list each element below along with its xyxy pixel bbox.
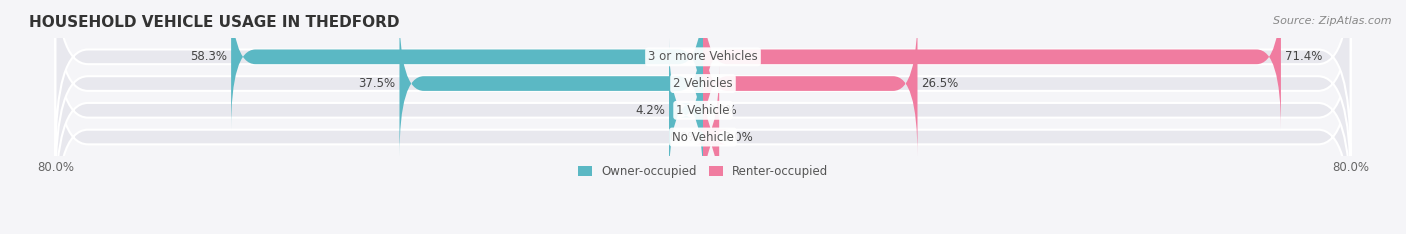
Text: 0.0%: 0.0%: [669, 131, 699, 143]
Text: 2.0%: 2.0%: [723, 131, 754, 143]
FancyBboxPatch shape: [231, 0, 703, 130]
FancyBboxPatch shape: [703, 11, 918, 156]
Text: 3 or more Vehicles: 3 or more Vehicles: [648, 50, 758, 63]
Text: 58.3%: 58.3%: [190, 50, 226, 63]
FancyBboxPatch shape: [55, 11, 1351, 210]
FancyBboxPatch shape: [695, 64, 727, 210]
FancyBboxPatch shape: [399, 11, 703, 156]
FancyBboxPatch shape: [55, 0, 1351, 183]
FancyBboxPatch shape: [55, 0, 1351, 156]
Text: HOUSEHOLD VEHICLE USAGE IN THEDFORD: HOUSEHOLD VEHICLE USAGE IN THEDFORD: [28, 15, 399, 30]
Text: Source: ZipAtlas.com: Source: ZipAtlas.com: [1274, 16, 1392, 26]
FancyBboxPatch shape: [55, 37, 1351, 234]
Text: 0.0%: 0.0%: [707, 104, 737, 117]
Text: 1 Vehicle: 1 Vehicle: [676, 104, 730, 117]
Text: 4.2%: 4.2%: [636, 104, 665, 117]
Text: 71.4%: 71.4%: [1285, 50, 1322, 63]
FancyBboxPatch shape: [703, 0, 1281, 130]
Text: 2 Vehicles: 2 Vehicles: [673, 77, 733, 90]
Text: No Vehicle: No Vehicle: [672, 131, 734, 143]
Text: 26.5%: 26.5%: [921, 77, 959, 90]
Legend: Owner-occupied, Renter-occupied: Owner-occupied, Renter-occupied: [572, 160, 834, 183]
FancyBboxPatch shape: [669, 37, 703, 183]
Text: 37.5%: 37.5%: [359, 77, 395, 90]
